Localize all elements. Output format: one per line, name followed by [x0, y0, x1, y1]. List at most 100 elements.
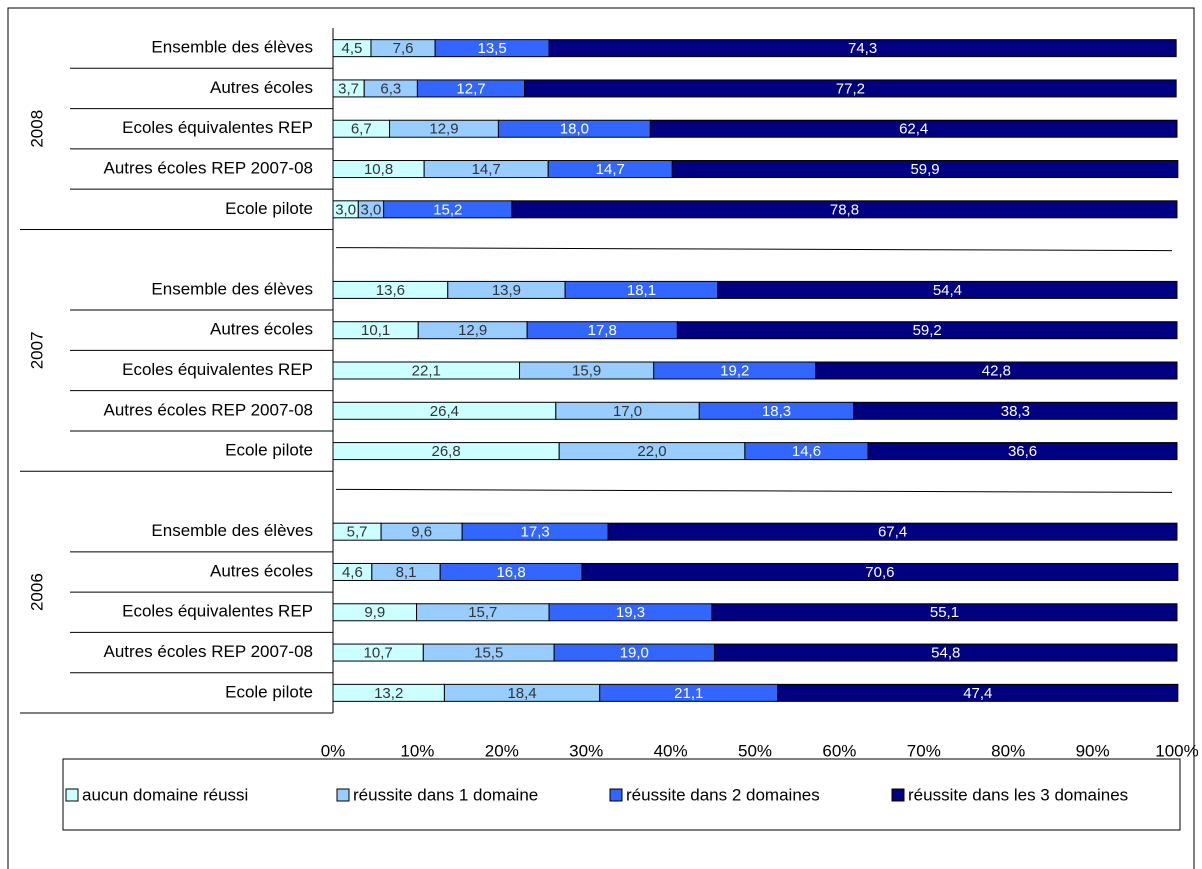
value-label: 6,7: [351, 121, 372, 138]
value-label: 59,9: [910, 161, 939, 178]
value-label: 15,2: [433, 201, 462, 218]
bar-segment: [711, 603, 1178, 622]
value-label: 36,6: [1008, 443, 1037, 460]
y-tick-label: Ensemble des élèves: [151, 279, 313, 298]
y-tick-label: Autres écoles REP 2007-08: [104, 642, 313, 661]
x-tick-label: 100%: [1155, 741, 1198, 760]
value-label: 14,7: [472, 161, 501, 178]
value-label: 7,6: [393, 40, 414, 57]
value-label: 10,8: [364, 161, 393, 178]
value-label: 18,3: [762, 403, 791, 420]
y-tick-label: Autres écoles: [210, 78, 313, 97]
bar-segment: [676, 321, 1178, 340]
x-tick-label: 0%: [321, 741, 346, 760]
value-label: 10,7: [364, 645, 393, 662]
value-label: 47,4: [963, 685, 992, 702]
group-label: 2007: [27, 331, 46, 369]
value-label: 4,5: [342, 40, 363, 57]
y-tick-label: Ecole pilote: [225, 441, 313, 460]
bar-segment: [777, 683, 1179, 702]
x-tick-label: 70%: [907, 741, 941, 760]
value-label: 13,2: [374, 685, 403, 702]
group-label: 2008: [27, 110, 46, 148]
value-label: 21,1: [674, 685, 703, 702]
value-label: 19,3: [616, 604, 645, 621]
value-label: 26,8: [431, 443, 460, 460]
value-label: 19,0: [620, 645, 649, 662]
value-label: 62,4: [899, 121, 928, 138]
value-label: 74,3: [848, 40, 877, 57]
empty-row-line: [335, 247, 1173, 252]
value-label: 15,7: [468, 604, 497, 621]
bar-segment: [511, 200, 1178, 219]
value-label: 70,6: [865, 564, 894, 581]
group-label: 2006: [27, 573, 46, 611]
x-tick-label: 90%: [1076, 741, 1110, 760]
value-label: 17,3: [521, 524, 550, 541]
value-label: 8,1: [396, 564, 417, 581]
value-label: 19,2: [720, 362, 749, 379]
bar-segment: [548, 39, 1177, 58]
y-tick-label: Autres écoles REP 2007-08: [104, 400, 313, 419]
x-tick-label: 80%: [991, 741, 1025, 760]
value-label: 12,7: [456, 80, 485, 97]
value-label: 5,7: [347, 524, 368, 541]
value-label: 26,4: [430, 403, 459, 420]
legend-label: réussite dans les 3 domaines: [908, 785, 1128, 804]
x-tick-label: 50%: [738, 741, 772, 760]
bar-segment: [717, 280, 1178, 299]
value-label: 15,9: [572, 362, 601, 379]
legend-swatch: [609, 788, 623, 802]
value-label: 18,4: [507, 685, 536, 702]
value-label: 6,3: [380, 80, 401, 97]
value-label: 9,6: [411, 524, 432, 541]
bar-segment: [607, 522, 1178, 541]
y-tick-label: Ensemble des élèves: [151, 521, 313, 540]
bar-segment: [649, 119, 1178, 138]
value-label: 3,0: [361, 201, 382, 218]
bar-segment: [853, 401, 1178, 420]
value-label: 55,1: [930, 604, 959, 621]
value-label: 18,1: [627, 282, 656, 299]
legend-label: aucun domaine réussi: [82, 785, 248, 804]
bar-segment: [671, 160, 1179, 179]
legend-swatch: [891, 788, 905, 802]
bar-segment: [815, 361, 1178, 380]
value-label: 3,7: [338, 80, 359, 97]
bar-segment: [524, 79, 1177, 98]
value-label: 13,9: [492, 282, 521, 299]
legend-swatch: [336, 788, 350, 802]
y-tick-label: Autres écoles: [210, 561, 313, 580]
value-label: 22,0: [637, 443, 666, 460]
value-label: 14,6: [792, 443, 821, 460]
value-label: 59,2: [913, 322, 942, 339]
value-label: 12,9: [458, 322, 487, 339]
x-tick-label: 60%: [822, 741, 856, 760]
value-label: 12,9: [429, 121, 458, 138]
x-tick-label: 40%: [654, 741, 688, 760]
value-label: 16,8: [496, 564, 525, 581]
value-label: 22,1: [412, 362, 441, 379]
y-tick-label: Ecoles équivalentes REP: [122, 602, 313, 621]
x-tick-label: 20%: [485, 741, 519, 760]
value-label: 10,1: [361, 322, 390, 339]
x-tick-label: 10%: [400, 741, 434, 760]
bar-segment: [581, 562, 1179, 581]
bar-segment: [867, 442, 1178, 461]
y-tick-label: Ecoles équivalentes REP: [122, 118, 313, 137]
y-tick-label: Ecoles équivalentes REP: [122, 360, 313, 379]
value-label: 15,5: [474, 645, 503, 662]
y-tick-label: Ensemble des élèves: [151, 38, 313, 57]
y-tick-label: Autres écoles REP 2007-08: [104, 159, 313, 178]
y-tick-label: Ecole pilote: [225, 199, 313, 218]
value-label: 18,0: [560, 121, 589, 138]
legend-label: réussite dans 2 domaines: [626, 785, 820, 804]
bar-segment: [713, 643, 1178, 662]
value-label: 78,8: [830, 201, 859, 218]
value-label: 9,9: [364, 604, 385, 621]
x-tick-label: 30%: [569, 741, 603, 760]
value-label: 4,6: [342, 564, 363, 581]
value-label: 13,6: [376, 282, 405, 299]
legend-label: réussite dans 1 domaine: [353, 785, 538, 804]
